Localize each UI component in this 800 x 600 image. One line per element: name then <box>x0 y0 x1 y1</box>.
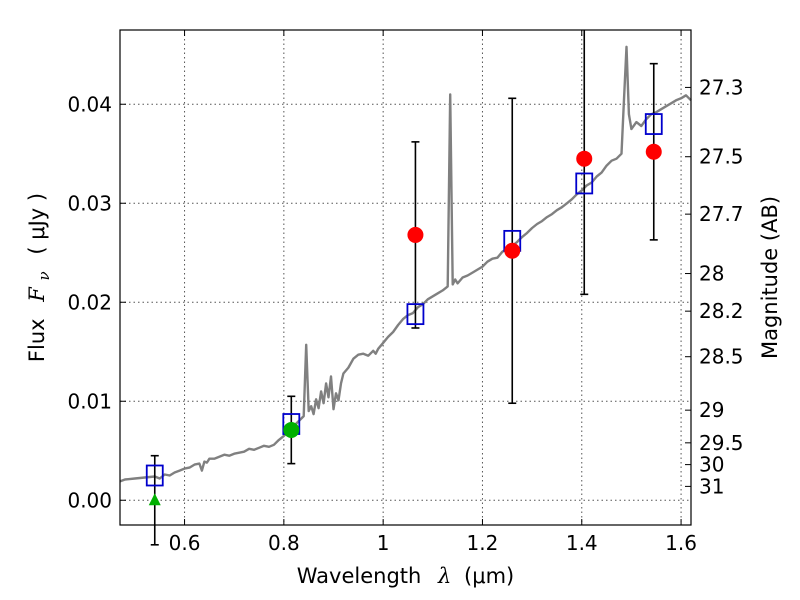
model-photometry-square <box>575 172 594 195</box>
right-tick-label: 27.7 <box>699 202 744 226</box>
marker-layer <box>145 113 663 506</box>
x-axis-label-text: Wavelength <box>297 564 422 588</box>
y-axis-label-subscript: ν <box>35 271 53 280</box>
template-spectrum-line <box>119 45 692 483</box>
right-tick-label: 28 <box>699 262 724 286</box>
y-tick-label: 0.03 <box>67 191 112 215</box>
flux-point-circle <box>407 226 424 243</box>
model-photometry-square <box>406 303 425 326</box>
tick-layer: 0.6 0.8 1 1.2 1.4 1.6 0.00 0.01 0.02 0.03 0.04 27.3… <box>67 30 744 555</box>
flux-point-circle <box>645 143 662 160</box>
y-axis-label-text: Flux <box>25 318 49 362</box>
model-photometry-square <box>145 464 164 487</box>
plot-frame <box>119 29 692 526</box>
model-photometry-square <box>644 113 663 135</box>
x-tick-label: 1.6 <box>665 531 697 555</box>
x-axis-label-unit: (μm) <box>464 564 514 588</box>
grid <box>120 30 691 525</box>
x-tick-label: 1.4 <box>566 531 598 555</box>
right-tick-label: 29 <box>699 398 724 422</box>
template-spectrum-layer <box>119 45 692 483</box>
flux-point-circle <box>283 421 300 438</box>
right-tick-label: 30 <box>699 453 724 477</box>
x-tick-label: 1 <box>377 531 390 555</box>
x-tick-label: 0.6 <box>169 531 201 555</box>
y-tick-label: 0.00 <box>67 488 112 512</box>
right-tick-label: 28.5 <box>699 345 744 369</box>
y-tick-label: 0.01 <box>67 389 112 413</box>
right-tick-label: 28.2 <box>699 299 744 323</box>
flux-point-circle <box>504 242 521 259</box>
y-tick-label: 0.02 <box>67 290 112 314</box>
x-tick-label: 1.2 <box>467 531 499 555</box>
right-tick-label: 31 <box>699 474 724 498</box>
y-axis-label: Flux F ν ( μJy ) <box>25 193 54 362</box>
y-axis-label-unit: ( μJy ) <box>25 193 49 255</box>
right-axis-label: Magnitude (AB) <box>758 196 782 359</box>
x-axis-label-symbol: λ <box>437 564 451 588</box>
right-tick-label: 27.5 <box>699 145 744 169</box>
flux-point-circle <box>576 150 593 167</box>
y-axis-label-symbol: F <box>25 286 49 303</box>
x-axis-label: Wavelength λ (μm) <box>297 564 514 588</box>
right-tick-label: 29.5 <box>699 431 744 455</box>
x-tick-label: 0.8 <box>268 531 300 555</box>
upper-limit-triangle <box>148 493 161 506</box>
y-tick-label: 0.04 <box>67 92 112 116</box>
right-tick-label: 27.3 <box>699 75 744 99</box>
